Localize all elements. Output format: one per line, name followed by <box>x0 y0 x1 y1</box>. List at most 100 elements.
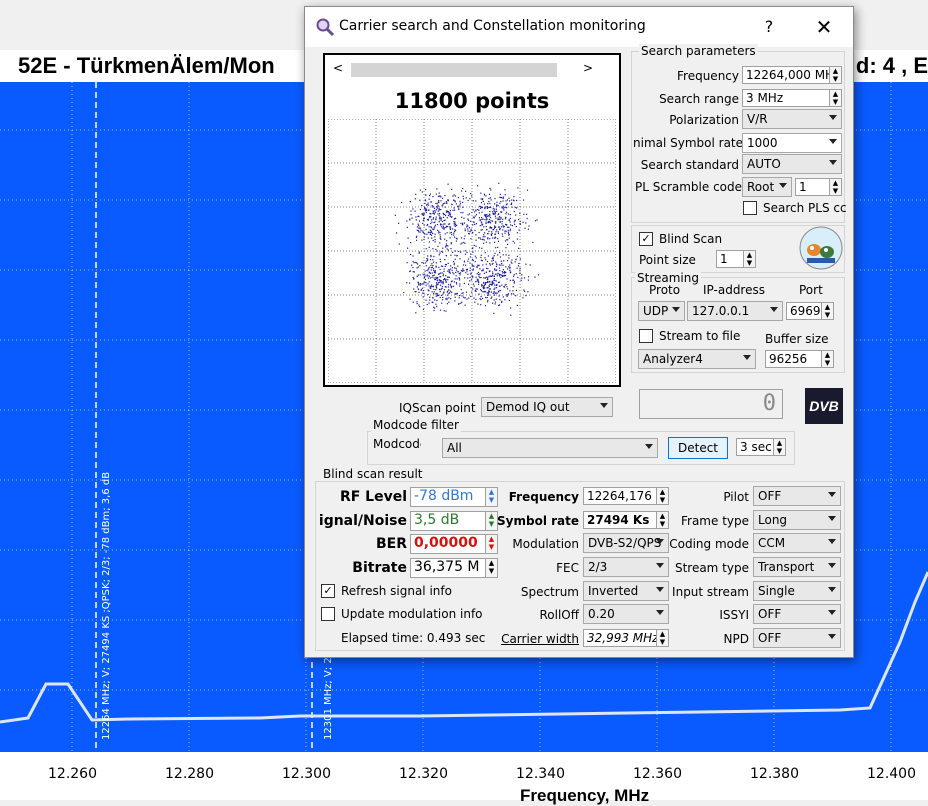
search-pls-checkbox[interactable] <box>743 201 757 215</box>
stream-to-file-checkbox[interactable] <box>639 329 653 343</box>
x-tick: 12.280 <box>165 766 214 782</box>
detect-button[interactable]: Detect <box>668 437 728 459</box>
x-tick: 12.320 <box>399 766 448 782</box>
spectrum-label: Spectrum <box>520 585 579 599</box>
magnifier-icon <box>316 18 335 37</box>
refresh-signal-label: Refresh signal info <box>341 584 452 598</box>
ip-address-select[interactable]: 127.0.0.1 <box>687 301 783 321</box>
dialog-titlebar[interactable]: Carrier search and Constellation monitor… <box>305 7 853 47</box>
symbol-rate-label: Symbol rate <box>497 514 579 528</box>
port-label: Port <box>799 283 823 297</box>
input-stream-label: Input stream <box>672 585 749 599</box>
point-size-input[interactable]: 1 ▲ ▼ <box>716 250 756 268</box>
rolloff-select[interactable]: 0.20 <box>583 604 669 624</box>
result-frequency-label: Frequency <box>508 490 579 504</box>
rf-level-label: RF Level <box>339 489 407 505</box>
pilot-label: Pilot <box>723 490 749 504</box>
min-symbol-rate-label: nimal Symbol rate <box>633 136 744 150</box>
streaming-group <box>631 277 845 373</box>
blind-scan-checkbox[interactable]: ✓ <box>639 232 653 246</box>
blind-scan-group <box>631 225 845 273</box>
marker-label-2: 12301 MHz; V; 2 <box>323 657 334 740</box>
min-symbol-rate-select[interactable]: 1000 <box>742 133 842 153</box>
snr-label: ignal/Noise <box>318 513 407 529</box>
constellation-panel: < > 11800 points <box>323 53 621 387</box>
frame-type-label: Frame type <box>680 514 749 528</box>
rolloff-label: RollOff <box>539 608 579 622</box>
analyzer-select[interactable]: Analyzer4 <box>638 349 756 369</box>
scroll-thumb[interactable] <box>351 63 557 77</box>
ber-value: 0,00000 ▲ ▼ <box>410 534 498 554</box>
iqscan-label: IQScan point <box>399 401 476 415</box>
pilot-select[interactable]: OFF <box>753 486 841 506</box>
issyi-select[interactable]: OFF <box>753 604 841 624</box>
pl-scramble-label: PL Scramble code <box>635 180 743 194</box>
result-frequency-value: 12264,176 ▲ ▼ <box>583 487 669 505</box>
spectrum-title-text: 52E - TürkmenÄlem/Mon <box>18 53 275 78</box>
dialog-title: Carrier search and Constellation monitor… <box>339 18 646 34</box>
update-modulation-checkbox[interactable] <box>321 607 335 621</box>
input-stream-select[interactable]: Single <box>753 581 841 601</box>
constellation-scrollbar[interactable]: < > <box>333 61 611 79</box>
search-standard-select[interactable]: AUTO <box>742 154 842 174</box>
stream-type-select[interactable]: Transport <box>753 557 841 577</box>
help-button[interactable]: ? <box>764 17 774 36</box>
buffer-size-input[interactable]: 96256 ▲ ▼ <box>765 350 834 368</box>
refresh-signal-checkbox[interactable]: ✓ <box>321 584 335 598</box>
x-tick: 12.340 <box>516 766 565 782</box>
carrier-width-label[interactable]: Carrier width <box>501 632 579 646</box>
search-standard-label: Search standard <box>640 158 739 172</box>
modcode-label: Modcode <box>373 437 421 451</box>
modcode-filter-group <box>367 431 795 465</box>
x-tick: 12.380 <box>750 766 799 782</box>
modulation-select[interactable]: DVB-S2/QPS <box>583 533 669 553</box>
detect-seconds-input[interactable]: 3 sec ▲ ▼ <box>736 438 786 456</box>
carrier-search-dialog: Carrier search and Constellation monitor… <box>304 6 854 658</box>
update-modulation-label: Update modulation info <box>341 607 483 621</box>
elapsed-time: Elapsed time: 0.493 sec <box>341 631 486 645</box>
carrier-width-value: 32,993 MHz ▲ ▼ <box>583 629 669 647</box>
mascot-icon <box>799 226 843 270</box>
scroll-left-icon[interactable]: < <box>333 61 344 75</box>
search-range-input[interactable]: 3 MHz ▲ ▼ <box>742 89 842 107</box>
blind-scan-label: Blind Scan <box>659 232 723 246</box>
frequency-input[interactable]: 12264,000 MH ▲ ▼ <box>742 66 842 84</box>
bitrate-value: 36,375 M ▲ ▼ <box>410 558 498 578</box>
spectrum-title-right: d: 4 , E <box>855 53 928 78</box>
iqscan-select[interactable]: Demod IQ out <box>481 397 613 417</box>
ber-label: BER <box>375 536 407 552</box>
x-tick: 12.360 <box>633 766 682 782</box>
stream-to-file-label: Stream to file <box>659 329 741 343</box>
proto-label: Proto <box>649 283 681 297</box>
search-parameters-title: Search parameters <box>639 44 758 58</box>
snr-value: 3,5 dB ▲ ▼ <box>410 511 498 531</box>
fec-label: FEC <box>556 561 579 575</box>
proto-select[interactable]: UDP <box>638 301 685 321</box>
pl-scramble-mode-select[interactable]: Root <box>742 177 792 197</box>
search-range-label: Search range <box>659 92 739 106</box>
npd-label: NPD <box>723 632 749 646</box>
symbol-rate-value: 27494 Ks ▲ ▼ <box>583 511 669 529</box>
npd-select[interactable]: OFF <box>753 628 841 648</box>
buffer-size-label: Buffer size <box>765 332 829 346</box>
bitrate-label: Bitrate <box>352 560 407 576</box>
fec-select[interactable]: 2/3 <box>583 557 669 577</box>
modcode-select[interactable]: All <box>442 438 658 458</box>
blind-scan-result-group <box>315 481 845 651</box>
spectrum-select[interactable]: Inverted <box>583 581 669 601</box>
marker-label-1: 12264 MHz; V; 27494 KS ;QPSK; 2/3; -78 d… <box>101 471 112 740</box>
coding-mode-select[interactable]: CCM <box>753 533 841 553</box>
polarization-select[interactable]: V/R <box>742 109 842 129</box>
port-input[interactable]: 6969 ▲ ▼ <box>786 302 834 320</box>
lcd-display: 0 <box>639 389 783 419</box>
lcd-value: 0 <box>762 391 776 416</box>
frame-type-select[interactable]: Long <box>753 510 841 530</box>
constellation-plot <box>328 119 616 383</box>
close-button[interactable]: ✕ <box>815 15 833 39</box>
pl-scramble-input[interactable]: 1 ▲ ▼ <box>795 178 842 196</box>
modulation-label: Modulation <box>512 537 579 551</box>
rf-level-value: -78 dBm ▲ ▼ <box>410 487 498 507</box>
points-count: 11800 points <box>394 89 550 113</box>
scroll-right-icon[interactable]: > <box>583 61 594 75</box>
x-tick: 12.400 <box>867 766 916 782</box>
